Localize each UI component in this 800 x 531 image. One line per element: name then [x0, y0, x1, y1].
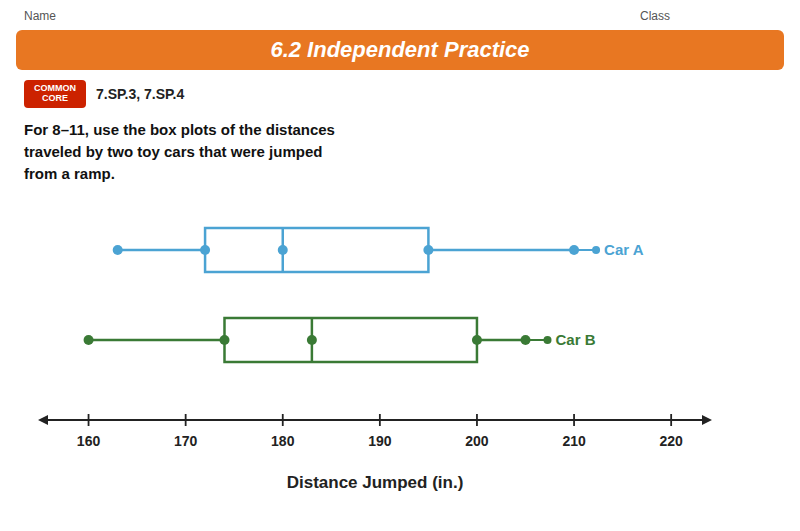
box-point: [423, 245, 433, 255]
label-dot: [544, 336, 552, 344]
box-point: [307, 335, 317, 345]
box-point: [113, 245, 123, 255]
x-tick-label: 210: [562, 433, 586, 449]
plot-area: [84, 228, 580, 362]
body-text-line: traveled by two toy cars that were jumpe…: [24, 143, 322, 160]
series-label: Car A: [604, 241, 644, 258]
body-text-line: For 8–11, use the box plots of the dista…: [24, 121, 335, 138]
x-tick: [282, 414, 284, 426]
title: 6.2 Independent Practice: [270, 37, 529, 62]
badge-text-line: CORE: [42, 93, 68, 103]
box-point: [278, 245, 288, 255]
x-label: Distance Jumped (in.): [287, 473, 464, 492]
header-banner: [16, 30, 784, 70]
x-axis: [40, 419, 710, 421]
x-tick: [379, 414, 381, 426]
x-tick: [573, 414, 575, 426]
badge-text: COMMONCORE: [34, 83, 76, 103]
x-tick: [476, 414, 478, 426]
label-dot: [592, 246, 600, 254]
name-line: Name: [24, 9, 56, 23]
x-tick-label: 200: [465, 433, 489, 449]
whisker: [118, 249, 205, 252]
box: [205, 228, 428, 272]
x-tick-label: 180: [271, 433, 295, 449]
x-tick-label: 170: [174, 433, 198, 449]
series-label: Car B: [556, 331, 596, 348]
body-text-line: from a ramp.: [24, 165, 115, 182]
whisker: [89, 339, 225, 342]
class-line: Class: [640, 9, 670, 23]
standards: 7.SP.3, 7.SP.4: [96, 86, 184, 102]
box-point: [472, 335, 482, 345]
x-tick-label: 160: [77, 433, 101, 449]
box-point: [200, 245, 210, 255]
box-point: [84, 335, 94, 345]
box-point: [219, 335, 229, 345]
whisker: [477, 339, 526, 342]
whisker: [428, 249, 574, 252]
x-tick: [185, 414, 187, 426]
box: [224, 318, 476, 362]
body-text: For 8–11, use the box plots of the dista…: [24, 121, 335, 182]
x-tick: [670, 414, 672, 426]
x-tick-label: 190: [368, 433, 392, 449]
badge-text-line: COMMON: [34, 83, 76, 93]
badge: [24, 80, 86, 108]
x-tick: [88, 414, 90, 426]
x-tick-label: 220: [659, 433, 683, 449]
